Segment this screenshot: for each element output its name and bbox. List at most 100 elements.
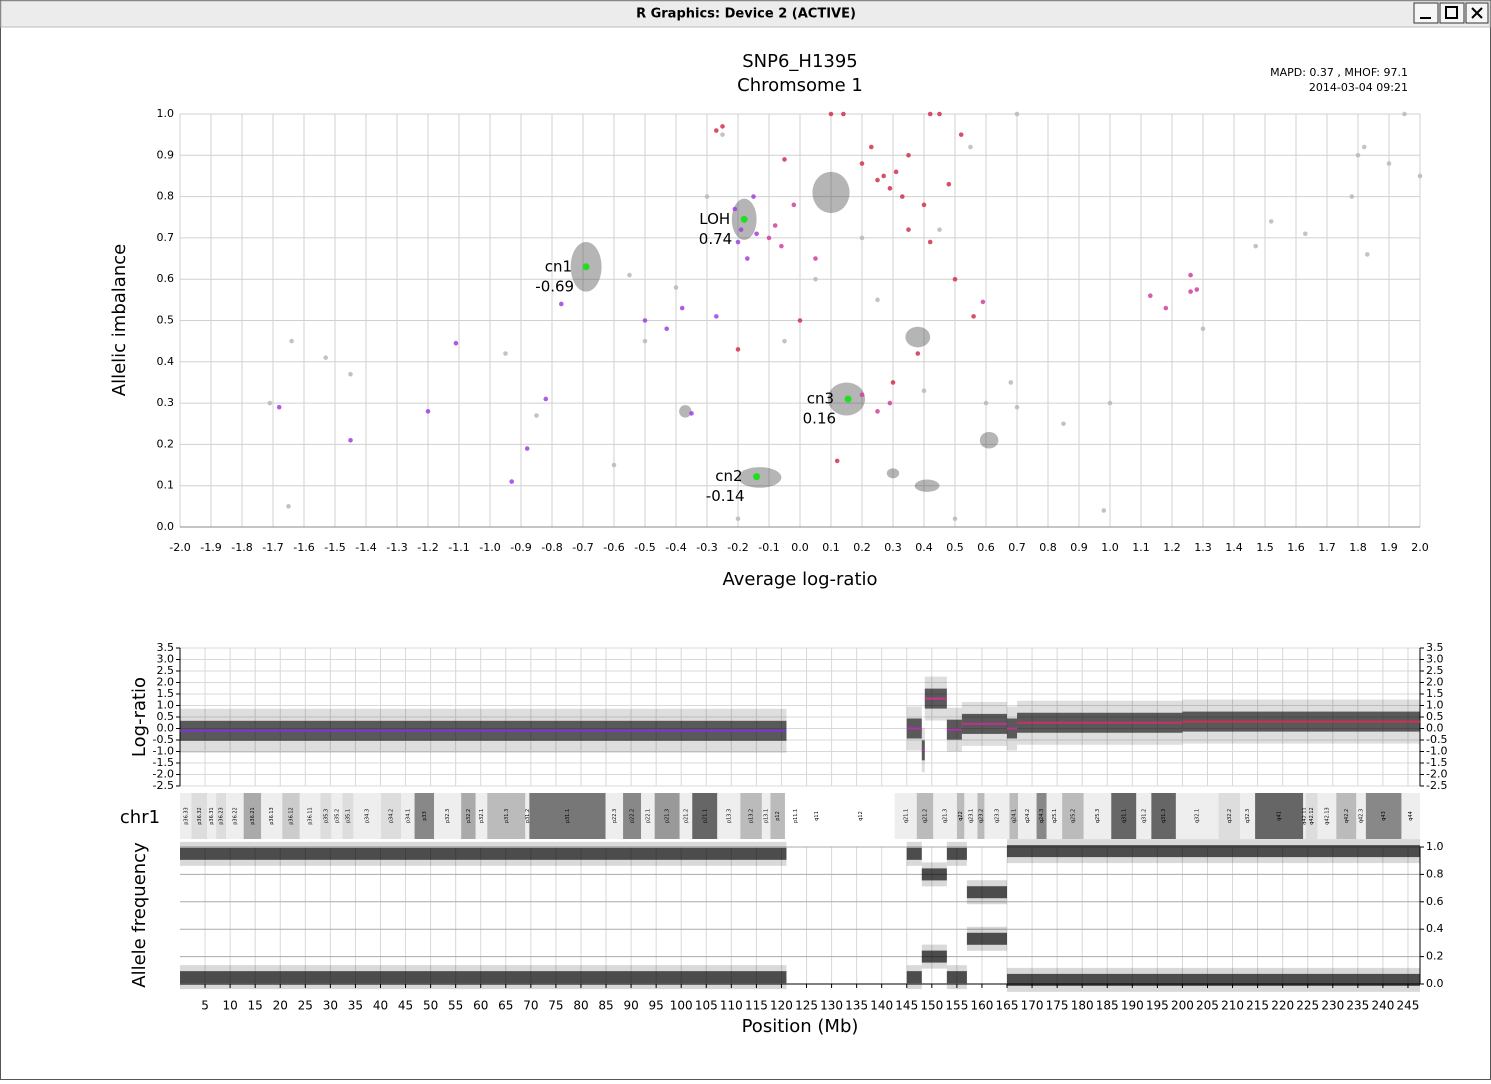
point bbox=[983, 400, 989, 406]
minimize-button[interactable] bbox=[1413, 2, 1439, 24]
x-tick-label: 65 bbox=[498, 999, 513, 1013]
point bbox=[859, 235, 865, 241]
point bbox=[1361, 144, 1367, 150]
point bbox=[286, 504, 291, 509]
point-cloud bbox=[914, 479, 940, 492]
cytoband-label: p34.3 bbox=[365, 809, 371, 823]
x-tick-label: 0.3 bbox=[884, 541, 902, 554]
cytoband-label: p33 bbox=[422, 811, 428, 821]
x-tick-label: 75 bbox=[548, 999, 563, 1013]
point bbox=[782, 338, 787, 344]
x-tick-label: 125 bbox=[795, 999, 818, 1013]
x-tick-label: -1.1 bbox=[448, 541, 469, 554]
y-tick-label: 0.0 bbox=[157, 722, 175, 735]
frequency-band bbox=[1007, 973, 1420, 986]
point bbox=[1303, 231, 1308, 237]
point bbox=[875, 297, 880, 303]
cytoband bbox=[1303, 793, 1306, 839]
point bbox=[813, 256, 818, 261]
x-tick-label: -1.0 bbox=[479, 541, 500, 554]
x-tick-label: 0.9 bbox=[1070, 541, 1088, 554]
cluster-center bbox=[582, 263, 590, 271]
cluster-center bbox=[753, 473, 761, 481]
cytoband bbox=[1317, 793, 1337, 839]
y-axis-title: Allelic imbalance bbox=[109, 244, 130, 396]
cytoband-label: q25.1 bbox=[1052, 809, 1058, 823]
x-tick-label: 210 bbox=[1221, 999, 1244, 1013]
cluster-value: -0.69 bbox=[535, 277, 574, 295]
cytoband-label: p34.2 bbox=[389, 809, 395, 823]
cytoband bbox=[529, 793, 606, 839]
cytoband bbox=[1365, 793, 1402, 839]
cytoband-label: q41 bbox=[1277, 811, 1283, 821]
x-tick-label: 0.8 bbox=[1039, 541, 1057, 554]
cytoband bbox=[1062, 793, 1084, 839]
x-tick-label: -1.5 bbox=[324, 541, 345, 554]
frequency-band bbox=[921, 868, 947, 881]
point bbox=[1253, 243, 1258, 249]
x-tick-label: -1.8 bbox=[231, 541, 252, 554]
y-tick-label: -2.0 bbox=[153, 768, 174, 781]
point bbox=[1268, 219, 1274, 224]
point bbox=[323, 355, 329, 360]
cytoband-label: q31.1 bbox=[1121, 809, 1127, 823]
point bbox=[772, 223, 778, 228]
x-tick-label: 220 bbox=[1271, 999, 1294, 1013]
frequency-band bbox=[966, 932, 1008, 945]
point-cloud bbox=[812, 171, 850, 214]
y-tick-label: 1.5 bbox=[157, 687, 175, 700]
cytoband bbox=[487, 793, 526, 839]
x-tick-label: 120 bbox=[770, 999, 793, 1013]
x-tick-label: -0.9 bbox=[510, 541, 531, 554]
point bbox=[1386, 161, 1392, 166]
point bbox=[611, 462, 617, 468]
point bbox=[348, 437, 353, 443]
cytoband-label: p22.1 bbox=[645, 809, 651, 823]
cytoband-label: q32.2 bbox=[1227, 809, 1233, 823]
point-cloud bbox=[679, 405, 692, 418]
y-tick-label: 1.0 bbox=[157, 107, 175, 120]
x-tick-label: 0.5 bbox=[946, 541, 964, 554]
cytoband bbox=[770, 793, 785, 839]
y-tick-label: 0.4 bbox=[1426, 922, 1444, 935]
cytoband bbox=[1018, 793, 1037, 839]
x-tick-label: 105 bbox=[695, 999, 718, 1013]
point bbox=[735, 347, 741, 352]
y-tick-label: -1.5 bbox=[1426, 756, 1447, 769]
x-tick-label: 10 bbox=[222, 999, 237, 1013]
point bbox=[900, 194, 905, 199]
point bbox=[289, 338, 294, 344]
x-tick-label: 190 bbox=[1121, 999, 1144, 1013]
cytoband bbox=[261, 793, 283, 839]
x-tick-label: 160 bbox=[970, 999, 993, 1013]
x-tick-label: 95 bbox=[649, 999, 664, 1013]
x-tick-label: 205 bbox=[1196, 999, 1219, 1013]
x-tick-label: 45 bbox=[398, 999, 413, 1013]
point bbox=[797, 318, 803, 323]
cytoband-label: q24.2 bbox=[1025, 809, 1031, 823]
point bbox=[1014, 111, 1020, 117]
y-tick-label: 0.1 bbox=[157, 479, 175, 492]
cytoband bbox=[320, 793, 332, 839]
x-tick-label: 55 bbox=[448, 999, 463, 1013]
x-tick-label: -0.2 bbox=[727, 541, 748, 554]
point bbox=[627, 272, 632, 278]
x-tick-label: 170 bbox=[1021, 999, 1044, 1013]
cytoband-label: p36.32 bbox=[197, 807, 203, 825]
point bbox=[348, 371, 353, 377]
annotation: MAPD: 0.37 , MHOF: 97.1 bbox=[1270, 66, 1408, 79]
point bbox=[720, 124, 725, 129]
frequency-band bbox=[946, 847, 967, 860]
cytoband-label: p31.1 bbox=[565, 809, 571, 823]
cytoband-label: p32.3 bbox=[445, 809, 451, 823]
x-tick-label: -0.4 bbox=[665, 541, 686, 554]
title-bar bbox=[0, 0, 1491, 28]
frequency-band bbox=[180, 847, 787, 860]
point bbox=[887, 400, 893, 406]
y-tick-label: 3.5 bbox=[157, 641, 175, 654]
point bbox=[1349, 194, 1355, 199]
point bbox=[887, 186, 893, 191]
x-tick-label: 1.4 bbox=[1225, 541, 1243, 554]
cluster-name: cn3 bbox=[807, 389, 834, 407]
cytoband-label: p13.1 bbox=[764, 809, 770, 823]
